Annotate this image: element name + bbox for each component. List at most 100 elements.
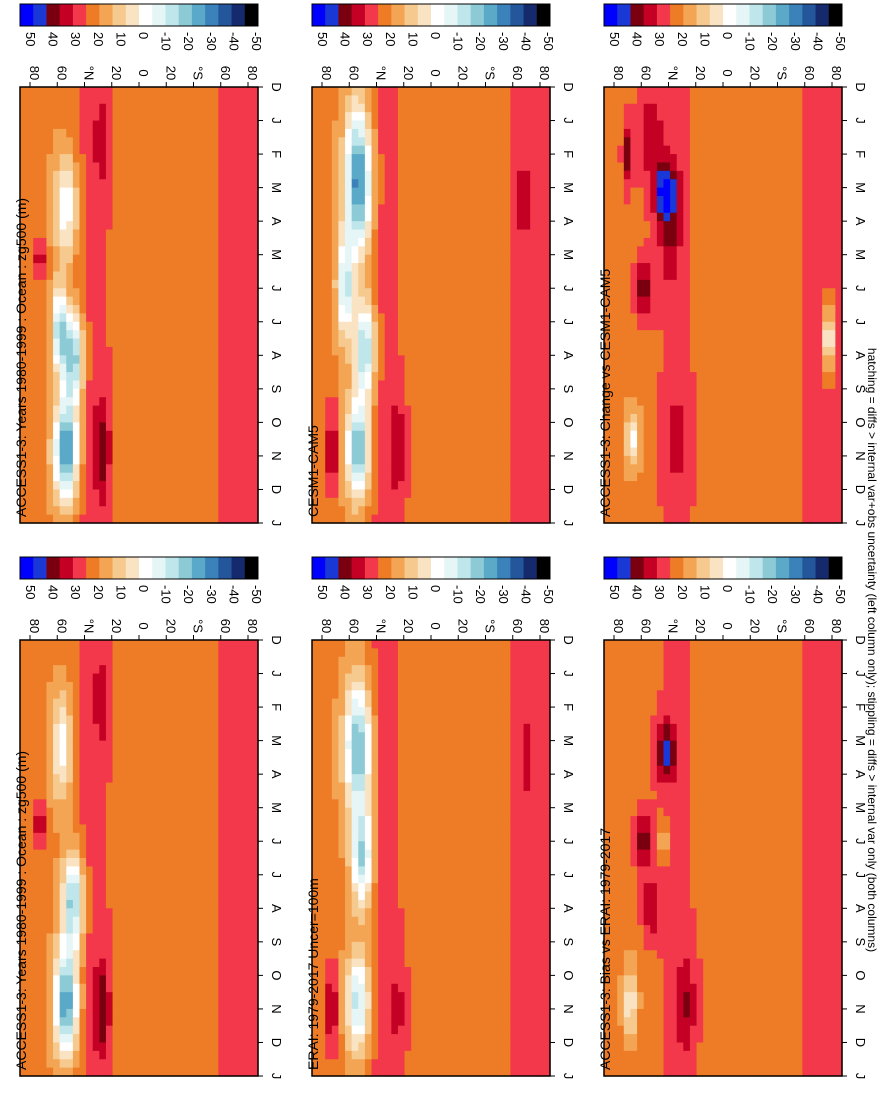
heatmap-cell [79,1067,87,1077]
heatmap-cell [26,330,34,340]
heatmap-cell [46,321,54,331]
heatmap-cell [158,681,167,691]
heatmap-cell [378,363,386,373]
heatmap-cell [26,1059,34,1069]
heatmap-cell [158,204,167,214]
heatmap-cell [172,908,180,918]
month-tick-label: O [269,417,284,427]
heatmap-cell [185,455,193,465]
heatmap-cell [185,799,193,809]
heatmap-cell [231,212,239,222]
heatmap-cell [92,120,100,130]
heatmap-cell [338,254,346,264]
heatmap-cell [231,95,239,105]
heatmap-cell [72,841,81,851]
heatmap-cell [139,506,147,516]
heatmap-cell [39,1000,48,1010]
heatmap-cell [92,296,100,306]
heatmap-cell [158,179,167,189]
heatmap-cell [66,439,74,449]
heatmap-cell [53,313,61,323]
heatmap-cell [139,221,147,231]
heatmap-cell [119,497,127,507]
heatmap-cell [26,967,34,976]
heatmap-cell [99,120,107,130]
heatmap-cell [205,1059,213,1069]
heatmap-cell [191,1059,200,1069]
heatmap-cell [20,263,28,273]
heatmap-cell [172,154,180,164]
heatmap-cell [145,128,153,138]
heatmap-cell [33,799,41,809]
heatmap-cell [145,732,153,742]
heatmap-cell [132,1067,140,1077]
heatmap-cell [404,263,412,273]
heatmap-cell [59,397,67,407]
heatmap-cell [33,824,41,834]
heatmap-cell [39,858,48,867]
heatmap-cell [132,807,140,817]
heatmap-cell [119,790,127,800]
heatmap-cell [46,1025,54,1035]
heatmap-cell [331,506,340,516]
heatmap-cell [371,321,379,331]
heatmap-cell [66,707,74,717]
heatmap-cell [165,975,173,985]
heatmap-cell [112,715,120,725]
heatmap-cell [92,715,100,725]
heatmap-cell [145,958,153,968]
heatmap-cell [218,824,226,834]
heatmap-cell [158,849,167,859]
heatmap-cell [224,640,233,649]
heatmap-cell [437,489,445,499]
heatmap-cell [66,790,74,800]
heatmap-cell [119,430,127,440]
heatmap-cell [66,237,74,247]
heatmap-cell [20,204,28,214]
heatmap-cell [20,941,28,951]
heatmap-cell [371,237,379,247]
heatmap-cell [66,1067,74,1077]
heatmap-cell [33,313,41,323]
heatmap-cell [86,162,94,172]
heatmap-cell [331,514,340,524]
heatmap-cell [251,723,259,733]
heatmap-cell [444,221,452,231]
heatmap-cell [132,271,140,281]
heatmap-cell [112,707,120,717]
heatmap-cell [66,933,74,943]
heatmap-cell [92,447,100,457]
heatmap-cell [72,321,81,331]
heatmap-cell [139,288,147,298]
heatmap-cell [53,263,61,273]
heatmap-cell [145,866,153,876]
heatmap-cell [231,296,239,306]
heatmap-cell [185,237,193,247]
heatmap-cell [46,363,54,373]
heatmap-cell [119,958,127,968]
heatmap-cell [139,824,147,834]
heatmap-cell [224,162,233,172]
heatmap-cell [86,489,94,499]
heatmap-cell [238,1000,246,1010]
heatmap-cell [158,447,167,457]
heatmap-cell [172,372,180,382]
heatmap-cell [331,363,340,373]
heatmap-cell [33,246,41,256]
heatmap-cell [238,799,246,809]
heatmap-cell [191,288,200,298]
heatmap-cell [244,506,252,516]
heatmap-cell [105,296,114,306]
heatmap-cell [224,950,233,960]
heatmap-cell [112,179,120,189]
heatmap-cell [152,799,160,809]
heatmap-cell [178,891,186,901]
heatmap-cell [211,154,219,164]
heatmap-cell [158,740,167,750]
heatmap-cell [191,489,200,499]
heatmap-cell [185,715,193,725]
heatmap-cell [251,958,259,968]
heatmap-cell [371,363,379,373]
heatmap-cell [211,313,219,323]
heatmap-cell [86,1059,94,1069]
